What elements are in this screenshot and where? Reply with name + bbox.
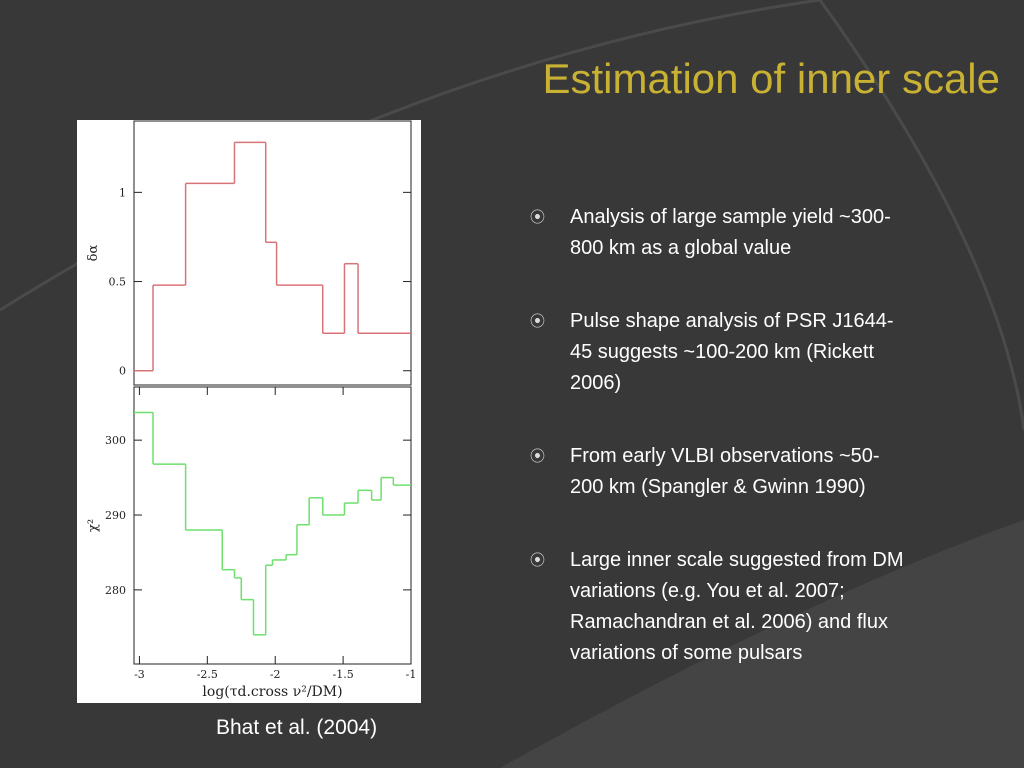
slide-title: Estimation of inner scale — [542, 55, 1000, 102]
x-tick-label: -3 — [134, 668, 145, 681]
y-tick-label: 300 — [105, 434, 126, 447]
x-tick-label: -2.5 — [197, 668, 218, 681]
bullet: Large inner scale suggested from DM vari… — [530, 545, 910, 669]
x-tick-label: -2 — [270, 668, 281, 681]
plot-frame — [133, 120, 412, 386]
y-tick-label: 0 — [119, 365, 126, 378]
bullet: From early VLBI observations ~50-200 km … — [530, 441, 910, 503]
y-tick-label: 1 — [119, 186, 126, 199]
x-tick-label: -1 — [406, 668, 417, 681]
bullet: Analysis of large sample yield ~300-800 … — [530, 202, 910, 264]
figure-background — [77, 120, 421, 703]
y-axis-label: δα — [86, 244, 101, 261]
y-tick-label: 290 — [105, 509, 126, 522]
arc — [818, 0, 1024, 431]
bullet-list: Analysis of large sample yield ~300-800 … — [530, 202, 910, 711]
y-tick-label: 0.5 — [109, 276, 127, 289]
figure-caption: Bhat et al. (2004) — [216, 716, 378, 739]
y-tick-label: 280 — [105, 584, 126, 597]
plot-frame — [133, 386, 412, 665]
bullet: Pulse shape analysis of PSR J1644-45 sug… — [530, 306, 910, 399]
y-axis-label: χ² — [86, 519, 101, 532]
x-axis-label: log(τd.cross ν²/DM) — [202, 684, 342, 700]
x-tick-label: -1.5 — [332, 668, 353, 681]
